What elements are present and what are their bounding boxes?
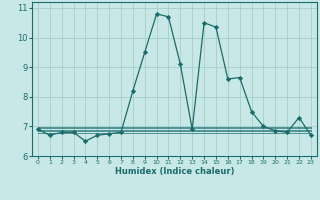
X-axis label: Humidex (Indice chaleur): Humidex (Indice chaleur) [115,167,234,176]
